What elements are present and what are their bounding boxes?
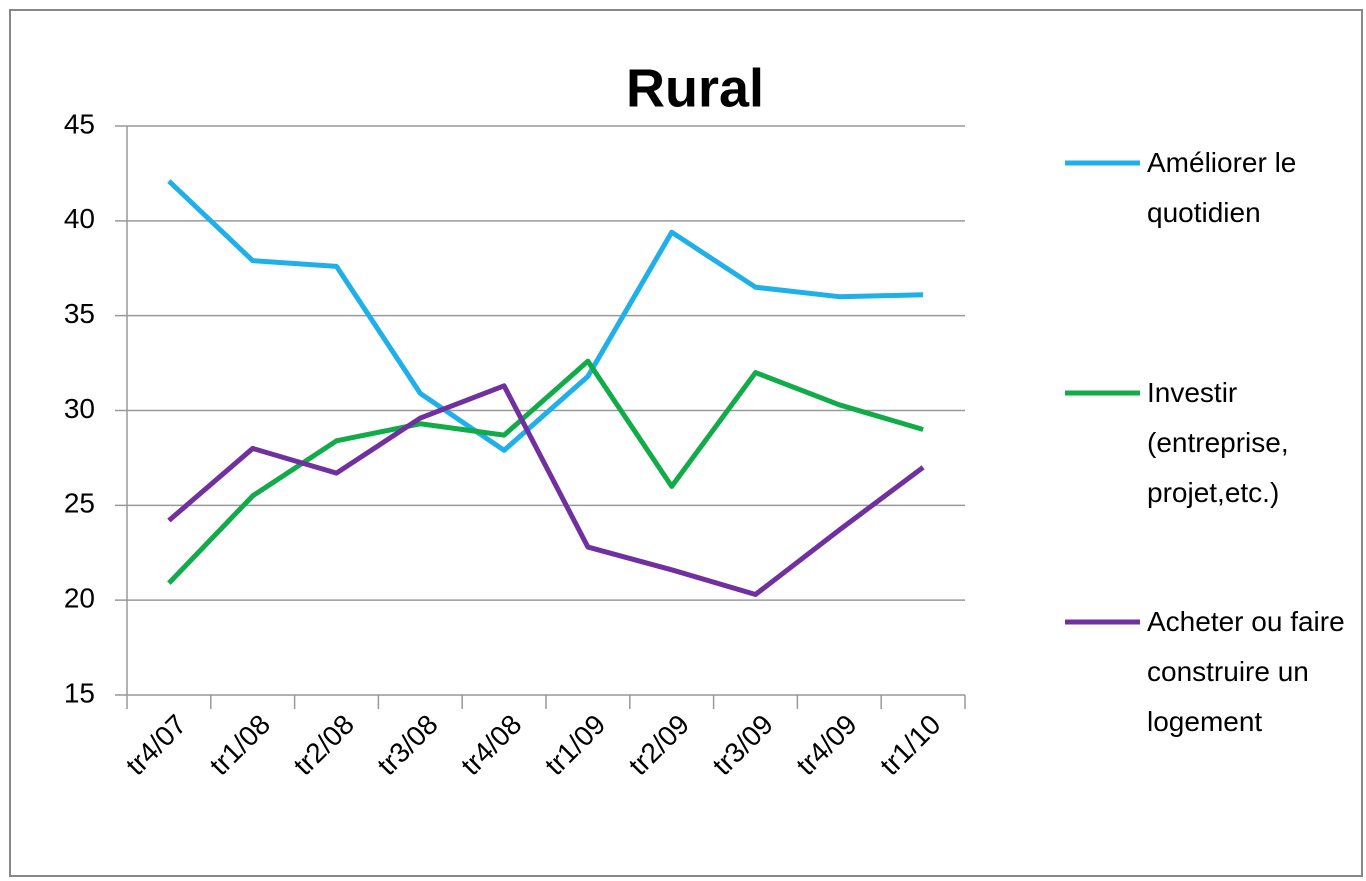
y-tick-label: 35 — [64, 298, 95, 329]
y-tick-label: 40 — [64, 203, 95, 234]
chart-frame — [9, 9, 1363, 877]
legend-label: Investir (entreprise, projet,etc.) — [1147, 377, 1289, 508]
series-line — [167, 179, 924, 453]
y-tick-label: 20 — [64, 583, 95, 614]
y-tick-label: 30 — [64, 393, 95, 424]
series-line — [167, 358, 924, 585]
y-tick-label: 45 — [64, 108, 95, 139]
series-line — [167, 383, 925, 597]
legend-label: Acheter ou faire construire un logement — [1147, 606, 1345, 737]
y-tick-label: 25 — [64, 488, 95, 519]
chart-title: Rural — [626, 58, 764, 118]
y-tick-label: 15 — [64, 677, 95, 708]
legend-label: Améliorer le quotidien — [1147, 147, 1297, 228]
